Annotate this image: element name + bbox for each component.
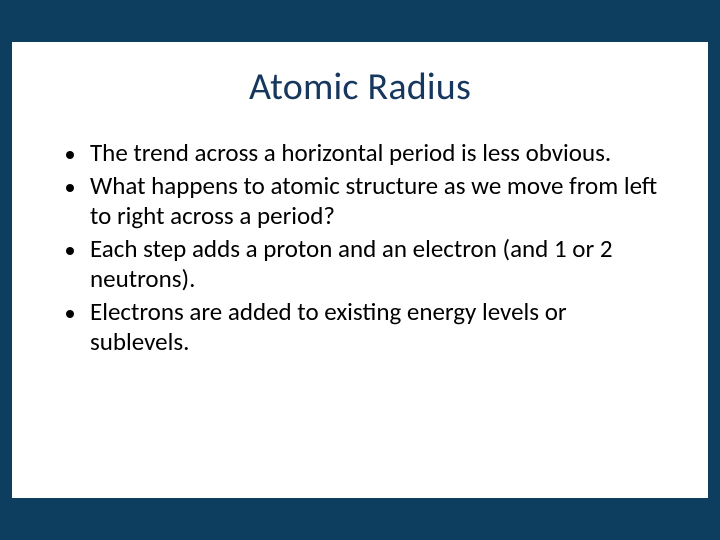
list-item: What happens to atomic structure as we m… — [66, 171, 668, 232]
list-item: The trend across a horizontal period is … — [66, 138, 668, 169]
bullet-text: What happens to atomic structure as we m… — [90, 171, 668, 232]
bullet-icon — [66, 184, 74, 192]
bullet-text: Each step adds a proton and an electron … — [90, 234, 668, 295]
bullet-icon — [66, 310, 74, 318]
bullet-icon — [66, 151, 74, 159]
bullet-list: The trend across a horizontal period is … — [12, 138, 708, 358]
list-item: Electrons are added to existing energy l… — [66, 297, 668, 358]
bullet-text: The trend across a horizontal period is … — [90, 138, 611, 169]
content-box: Atomic Radius The trend across a horizon… — [12, 42, 708, 498]
bullet-text: Electrons are added to existing energy l… — [90, 297, 668, 358]
slide: Atomic Radius The trend across a horizon… — [0, 0, 720, 540]
bullet-icon — [66, 247, 74, 255]
slide-title: Atomic Radius — [12, 42, 708, 138]
list-item: Each step adds a proton and an electron … — [66, 234, 668, 295]
